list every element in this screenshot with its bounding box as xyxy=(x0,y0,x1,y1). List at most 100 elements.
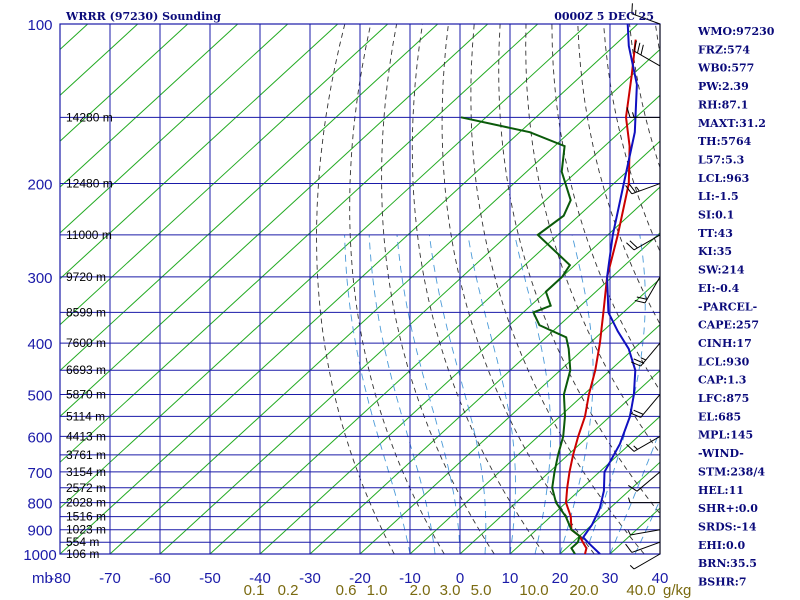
sounding-index: LCL:930 xyxy=(698,355,750,368)
sounding-index: STM:238/4 xyxy=(698,465,765,478)
isotherm-line xyxy=(60,24,339,280)
isotherm-line xyxy=(60,24,389,326)
sounding-index: SI:0.1 xyxy=(698,209,734,222)
height-label: 5114 m xyxy=(66,409,105,423)
moist-adiabat-line xyxy=(584,234,646,554)
mixing-ratio-label: 0.2 xyxy=(278,582,299,599)
height-label: 2028 m xyxy=(66,496,106,510)
isotherm-line xyxy=(159,94,660,554)
wind-barb xyxy=(633,40,661,67)
temperature-tick-label: -40 xyxy=(249,570,271,587)
sounding-index: CAP:1.3 xyxy=(698,374,746,387)
temperature-tick-label: 0 xyxy=(456,570,464,587)
isotherm-line xyxy=(60,24,489,418)
wind-barb xyxy=(628,471,661,492)
pressure-tick-label: 700 xyxy=(27,465,52,482)
height-label: 11000 m xyxy=(66,228,112,242)
wind-barb xyxy=(626,435,661,452)
height-label: 8599 m xyxy=(66,305,106,319)
wind-barb-flag xyxy=(626,107,631,118)
height-label: 6693 m xyxy=(66,363,106,377)
axis-labels: WRRR (97230) Sounding 0000Z 5 DEC 25 mb … xyxy=(23,10,691,599)
wind-barb-flag xyxy=(630,412,641,418)
moist-adiabat-line xyxy=(368,234,436,554)
wind-barb xyxy=(634,276,661,304)
isotherm-line xyxy=(559,461,660,554)
isotherm-line xyxy=(509,415,660,554)
height-label: 1516 m xyxy=(66,510,106,524)
height-label: 106 m xyxy=(66,547,99,561)
wind-barb-half-flag xyxy=(632,112,635,118)
temperature-tick-label: 30 xyxy=(602,570,619,587)
parcel-trace xyxy=(581,24,638,554)
height-label: 12480 m xyxy=(66,177,113,191)
sounding-index: LFC:875 xyxy=(698,392,749,405)
sounding-index: EHI:0.0 xyxy=(698,539,745,552)
wind-barb-half-flag xyxy=(628,497,631,503)
wind-barb-flag xyxy=(634,299,646,304)
wind-barb-flag xyxy=(633,40,637,52)
temperature-tick-label: -30 xyxy=(299,570,321,587)
sounding-index: BSHR:7 xyxy=(698,576,747,589)
wind-barb xyxy=(626,107,660,118)
sounding-index: WMO:97230 xyxy=(697,25,775,38)
pressure-unit-label: mb xyxy=(32,570,53,587)
sounding-index: CAPE:257 xyxy=(698,319,759,332)
wind-barb xyxy=(627,529,661,536)
wind-barb-staff xyxy=(640,342,661,367)
temperature-tick-label: -60 xyxy=(149,570,171,587)
sounding-index: MPL:145 xyxy=(698,429,753,442)
isotherm-line xyxy=(60,24,439,372)
height-label: 3154 m xyxy=(66,465,106,479)
temperature-tick-label: 40 xyxy=(652,570,669,587)
wind-barb-staff xyxy=(631,541,661,553)
pressure-tick-label: 200 xyxy=(27,177,52,194)
wind-barb-staff xyxy=(636,471,661,492)
sounding-index: WB0:577 xyxy=(697,62,754,75)
sounding-index: TT:43 xyxy=(698,227,733,240)
pressure-tick-label: 400 xyxy=(27,336,52,353)
mixing-ratio-label: 20.0 xyxy=(569,582,598,599)
mixing-ratio-unit: g/kg xyxy=(663,582,691,599)
mixing-ratio-label: 10.0 xyxy=(519,582,548,599)
dewpoint-trace xyxy=(460,116,581,554)
sounding-index: SHR+:0.0 xyxy=(698,502,758,515)
height-label: 7600 m xyxy=(66,336,106,350)
sounding-index: SRDS:-14 xyxy=(698,520,757,533)
pressure-tick-label: 900 xyxy=(27,523,52,540)
sounding-index: -PARCEL- xyxy=(698,300,757,313)
pressure-tick-label: 100 xyxy=(27,17,52,34)
moist-adiabat-line xyxy=(396,234,461,554)
wind-barb-staff xyxy=(631,13,661,25)
chart-title: WRRR (97230) Sounding xyxy=(65,10,221,23)
wind-barb xyxy=(626,234,661,251)
wind-barb-flag xyxy=(628,183,636,193)
wind-barb xyxy=(625,541,661,553)
temperature-tick-label: -20 xyxy=(349,570,371,587)
pressure-temperature-grid xyxy=(59,23,661,555)
height-label: 5870 m xyxy=(66,387,106,401)
pressure-tick-label: 300 xyxy=(27,270,52,287)
isotherm-line xyxy=(60,24,189,142)
wind-barb xyxy=(625,183,661,195)
temperature-tick-label: -70 xyxy=(99,570,121,587)
isotherm-line xyxy=(209,140,660,554)
wind-barb xyxy=(630,342,661,367)
pressure-tick-label: 800 xyxy=(27,496,52,513)
height-label: 554 m xyxy=(66,535,99,549)
isotherm-line xyxy=(60,24,289,234)
wind-barb xyxy=(629,553,661,570)
mixing-ratio-label: 0.1 xyxy=(244,582,265,599)
sounding-index: L57:5.3 xyxy=(698,153,744,166)
temperature-tick-label: -80 xyxy=(49,570,71,587)
wind-barb-flag xyxy=(626,443,635,452)
mixing-ratio-label: 40.0 xyxy=(626,582,655,599)
wind-barb-staff xyxy=(644,276,661,304)
sounding-index: KI:35 xyxy=(698,245,732,258)
height-label: 9720 m xyxy=(66,270,106,284)
sounding-index: TH:5764 xyxy=(698,135,752,148)
isotherm-line xyxy=(309,232,660,554)
sounding-index: -WIND- xyxy=(698,447,744,460)
sounding-index: RH:87.1 xyxy=(698,98,748,111)
